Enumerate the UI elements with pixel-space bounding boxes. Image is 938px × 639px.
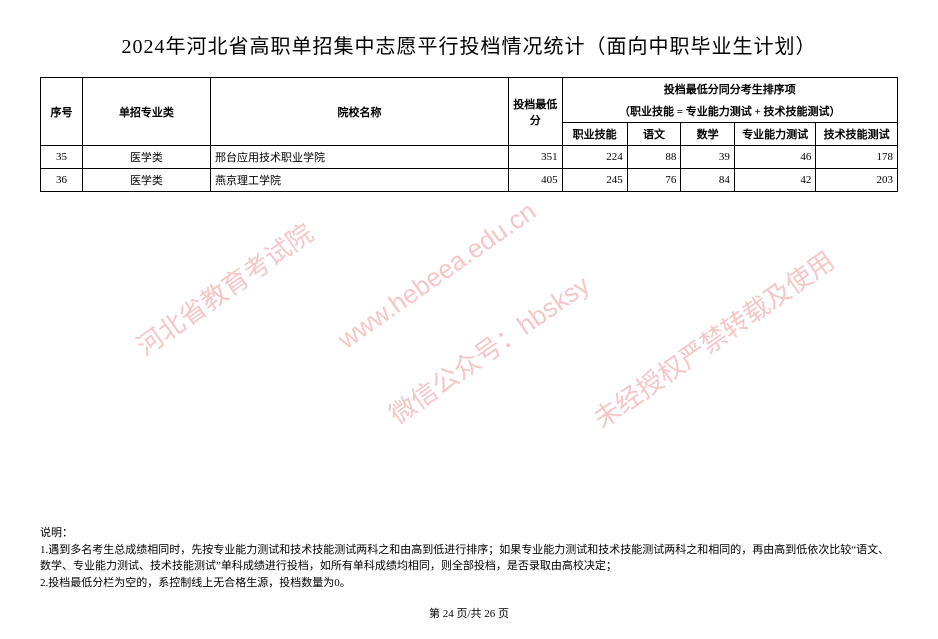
watermark-text: www.hebeea.edu.cn [332,196,542,356]
cell-s3: 39 [681,146,735,169]
table-row: 35 医学类 邢台应用技术职业学院 351 224 88 39 46 178 [41,146,898,169]
cell-s5: 178 [816,146,898,169]
cell-seq: 35 [41,146,83,169]
table-row: 36 医学类 燕京理工学院 405 245 76 84 42 203 [41,169,898,192]
cell-s2: 88 [627,146,681,169]
page-title: 2024年河北省高职单招集中志愿平行投档情况统计（面向中职毕业生计划） [40,30,898,59]
cell-s1: 245 [562,169,627,192]
cell-s3: 84 [681,169,735,192]
cell-school: 燕京理工学院 [210,169,508,192]
cell-min: 351 [509,146,563,169]
cell-school: 邢台应用技术职业学院 [210,146,508,169]
data-table: 序号 单招专业类 院校名称 投档最低分 投档最低分同分考生排序项 （职业技能 =… [40,77,898,192]
notes-block: 说明： 1.遇到多名考生总成绩相同时，先按专业能力测试和技术技能测试两科之和由高… [40,525,898,591]
notes-line: 2.投档最低分栏为空的，系控制线上无合格生源，投档数量为0。 [40,575,898,592]
th-s4: 专业能力测试 [734,123,816,146]
cell-min: 405 [509,169,563,192]
notes-line: 1.遇到多名考生总成绩相同时，先按专业能力测试和技术技能测试两科之和由高到低进行… [40,542,898,575]
th-seq: 序号 [41,78,83,146]
watermark-text: 河北省教育考试院 [128,214,320,364]
watermark-text: 微信公众号：hbsksy [381,265,596,431]
th-s5: 技术技能测试 [816,123,898,146]
th-school: 院校名称 [210,78,508,146]
cell-s4: 42 [734,169,816,192]
cell-s4: 46 [734,146,816,169]
cell-category: 医学类 [82,146,210,169]
cell-s2: 76 [627,169,681,192]
cell-seq: 36 [41,169,83,192]
cell-s1: 224 [562,146,627,169]
cell-category: 医学类 [82,169,210,192]
watermark-text: 未经授权严禁转载及使用 [585,241,841,435]
th-rankgroup: 投档最低分同分考生排序项 [562,78,897,101]
th-s1: 职业技能 [562,123,627,146]
notes-heading: 说明： [40,525,898,542]
cell-s5: 203 [816,169,898,192]
page-indicator: 第 24 页/共 26 页 [0,605,938,621]
th-minscore: 投档最低分 [509,78,563,146]
th-ranksub: （职业技能 = 专业能力测试 + 技术技能测试） [562,100,897,123]
th-s3: 数学 [681,123,735,146]
th-category: 单招专业类 [82,78,210,146]
th-s2: 语文 [627,123,681,146]
